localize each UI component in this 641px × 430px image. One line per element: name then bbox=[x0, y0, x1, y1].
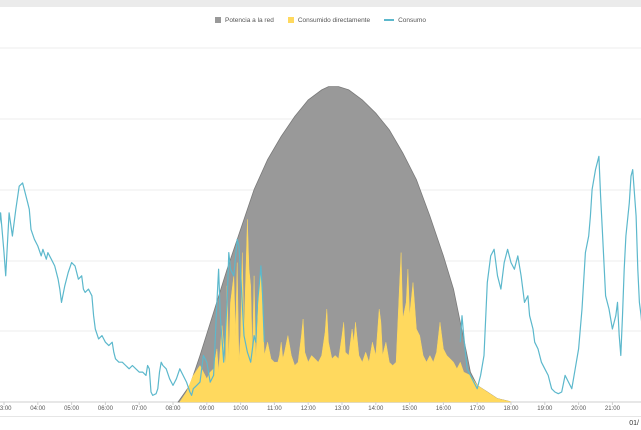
legend-swatch-potencia bbox=[215, 17, 222, 23]
x-tick-label: 14:00 bbox=[368, 406, 384, 412]
x-tick-label: 19:00 bbox=[537, 406, 553, 412]
legend-label-potencia: Potencia a la red bbox=[225, 16, 274, 24]
x-tick-label: 08:00 bbox=[165, 406, 181, 412]
series-area-consumido bbox=[179, 219, 512, 403]
chart-series bbox=[0, 86, 641, 403]
x-tick-label: 16:00 bbox=[436, 406, 452, 412]
series-line-consumo-3 bbox=[459, 155, 641, 395]
x-tick-label: 05:00 bbox=[64, 406, 80, 412]
legend-swatch-consumido bbox=[287, 17, 294, 23]
x-tick-label: 12:00 bbox=[301, 406, 317, 412]
x-tick-label: 04:00 bbox=[30, 406, 46, 412]
x-tick-label: 20:00 bbox=[571, 406, 587, 412]
chart-legend: Potencia a la red Consumido directamente… bbox=[0, 13, 641, 27]
legend-label-consumido: Consumido directamente bbox=[297, 16, 371, 24]
x-axis-ticks: 03:00 04:00 05:00 06:00 07:00 08:00 09:00 10:00… bbox=[0, 402, 621, 412]
x-tick-label: 09:00 bbox=[199, 406, 215, 412]
x-tick-label: 11:00 bbox=[267, 406, 282, 412]
x-tick-label: 17:00 bbox=[470, 406, 486, 412]
x-tick-label: 18:00 bbox=[503, 406, 519, 412]
legend-item-consumo[interactable]: Consumo bbox=[384, 17, 426, 24]
legend-label-consumo: Consumo bbox=[398, 16, 426, 24]
legend-item-potencia[interactable]: Potencia a la red bbox=[215, 17, 274, 24]
x-tick-label: 15:00 bbox=[402, 406, 418, 412]
legend-swatch-consumo bbox=[384, 19, 395, 21]
top-bar bbox=[0, 0, 641, 7]
x-tick-label: 06:00 bbox=[98, 406, 114, 412]
x-tick-label: 03:00 bbox=[0, 406, 12, 412]
x-tick-label: 13:00 bbox=[334, 406, 350, 412]
series-line-consumo-2 bbox=[0, 182, 265, 396]
legend-item-consumido[interactable]: Consumido directamente bbox=[287, 16, 371, 24]
corner-label: 01/ bbox=[629, 420, 639, 427]
x-tick-label: 07:00 bbox=[132, 406, 148, 412]
x-tick-label: 21:00 bbox=[605, 406, 621, 412]
x-tick-label: 10:00 bbox=[233, 406, 249, 412]
scrollbar-track bbox=[0, 416, 641, 417]
